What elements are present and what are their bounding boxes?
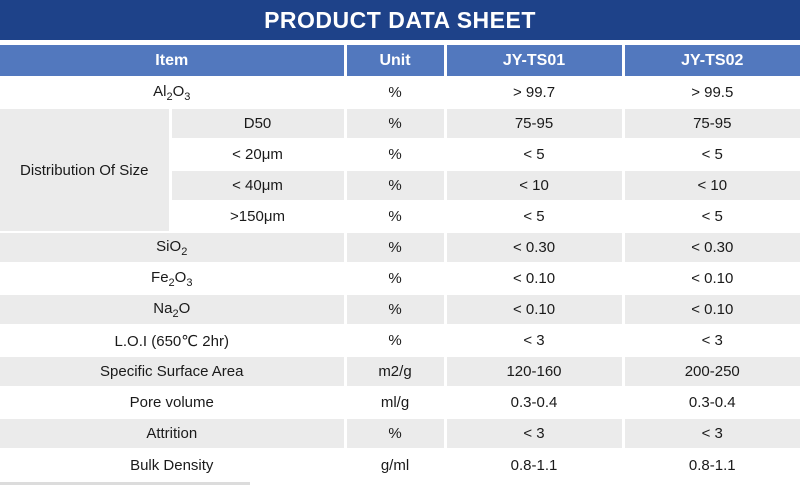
- column-header-jy-ts02: JY-TS02: [621, 45, 800, 78]
- cell-unit: %: [343, 169, 447, 202]
- cell-jy-ts02: < 10: [621, 169, 800, 202]
- cell-unit: m2/g: [343, 355, 447, 388]
- cell-unit: %: [343, 138, 447, 171]
- cell-item: L.O.I (650℃ 2hr): [0, 324, 347, 357]
- product-data-table: Item Unit JY-TS01 JY-TS02 Al2O3 % > 99.7…: [0, 45, 800, 480]
- cell-group-distribution-of-size: Distribution Of Size: [0, 107, 172, 233]
- table-row-d50: Distribution Of Size D50 % 75-95 75-95: [0, 107, 800, 233]
- table-row-specific-surface-area: Specific Surface Area m2/g 120-160 200-2…: [0, 355, 800, 388]
- cell-item: Na2O: [0, 293, 347, 326]
- cell-jy-ts01: < 10: [443, 169, 625, 202]
- cell-item: Specific Surface Area: [0, 355, 347, 388]
- cell-jy-ts02: < 5: [621, 200, 800, 233]
- cell-item: Pore volume: [0, 386, 347, 419]
- cell-jy-ts01: > 99.7: [443, 76, 625, 109]
- column-header-unit: Unit: [343, 45, 447, 78]
- title-divider: [0, 40, 800, 45]
- cell-jy-ts01: < 5: [443, 138, 625, 171]
- cell-unit: g/ml: [343, 448, 447, 480]
- cell-jy-ts02: < 3: [621, 417, 800, 450]
- cell-jy-ts01: < 0.10: [443, 262, 625, 295]
- cell-jy-ts02: > 99.5: [621, 76, 800, 109]
- table-row-lt20um: < 20μm % < 5 < 5: [0, 138, 800, 171]
- cell-item: < 20μm: [170, 138, 347, 171]
- cell-item: < 40μm: [170, 169, 347, 202]
- cell-jy-ts02: 200-250: [621, 355, 800, 388]
- cell-unit: %: [343, 262, 447, 295]
- cell-jy-ts01: < 0.30: [443, 231, 625, 264]
- cell-jy-ts02: 0.3-0.4: [621, 386, 800, 419]
- table-row-gt150um: >150μm % < 5 < 5: [0, 200, 800, 233]
- cell-jy-ts01: 0.8-1.1: [443, 448, 625, 480]
- cell-jy-ts01: 0.3-0.4: [443, 386, 625, 419]
- cell-jy-ts02: 0.8-1.1: [621, 448, 800, 480]
- cell-jy-ts02: < 0.10: [621, 262, 800, 295]
- cell-unit: %: [343, 107, 447, 140]
- cell-jy-ts02: < 0.30: [621, 231, 800, 264]
- cell-jy-ts01: 75-95: [443, 107, 625, 140]
- table-header-row: Item Unit JY-TS01 JY-TS02: [0, 45, 800, 78]
- cell-item: SiO2: [0, 231, 347, 264]
- cell-item: Al2O3: [0, 76, 347, 109]
- cell-item: Bulk Density: [0, 448, 347, 480]
- cell-unit: %: [343, 417, 447, 450]
- cell-jy-ts02: < 0.10: [621, 293, 800, 326]
- cell-unit: %: [343, 76, 447, 109]
- cell-jy-ts01: 120-160: [443, 355, 625, 388]
- table-row-attrition: Attrition % < 3 < 3: [0, 417, 800, 450]
- cell-jy-ts01: < 3: [443, 417, 625, 450]
- table-row-lt40um: < 40μm % < 10 < 10: [0, 169, 800, 202]
- cell-item: >150μm: [170, 200, 347, 233]
- cell-unit: %: [343, 293, 447, 326]
- table-row-fe2o3: Fe2O3 % < 0.10 < 0.10: [0, 262, 800, 295]
- table-row-na2o: Na2O % < 0.10 < 0.10: [0, 293, 800, 326]
- table-row-al2o3: Al2O3 % > 99.7 > 99.5: [0, 76, 800, 109]
- title-bar: PRODUCT DATA SHEET: [0, 0, 800, 40]
- page-title: PRODUCT DATA SHEET: [264, 6, 536, 33]
- column-header-item: Item: [0, 45, 347, 78]
- table-row-pore-volume: Pore volume ml/g 0.3-0.4 0.3-0.4: [0, 386, 800, 419]
- cell-unit: %: [343, 231, 447, 264]
- cell-unit: ml/g: [343, 386, 447, 419]
- cell-jy-ts01: < 5: [443, 200, 625, 233]
- cell-jy-ts01: < 0.10: [443, 293, 625, 326]
- cell-item: Fe2O3: [0, 262, 347, 295]
- cell-item: Attrition: [0, 417, 347, 450]
- cell-jy-ts01: < 3: [443, 324, 625, 357]
- table-row-bulk-density: Bulk Density g/ml 0.8-1.1 0.8-1.1: [0, 448, 800, 480]
- cell-jy-ts02: < 5: [621, 138, 800, 171]
- cell-unit: %: [343, 200, 447, 233]
- table-row-loi: L.O.I (650℃ 2hr) % < 3 < 3: [0, 324, 800, 357]
- table-row-sio2: SiO2 % < 0.30 < 0.30: [0, 231, 800, 264]
- cell-item: D50: [168, 107, 347, 140]
- cell-jy-ts02: < 3: [621, 324, 800, 357]
- cell-unit: %: [343, 324, 447, 357]
- column-header-jy-ts01: JY-TS01: [443, 45, 625, 78]
- next-section-partial-edge: [0, 482, 250, 485]
- cell-jy-ts02: 75-95: [621, 107, 800, 140]
